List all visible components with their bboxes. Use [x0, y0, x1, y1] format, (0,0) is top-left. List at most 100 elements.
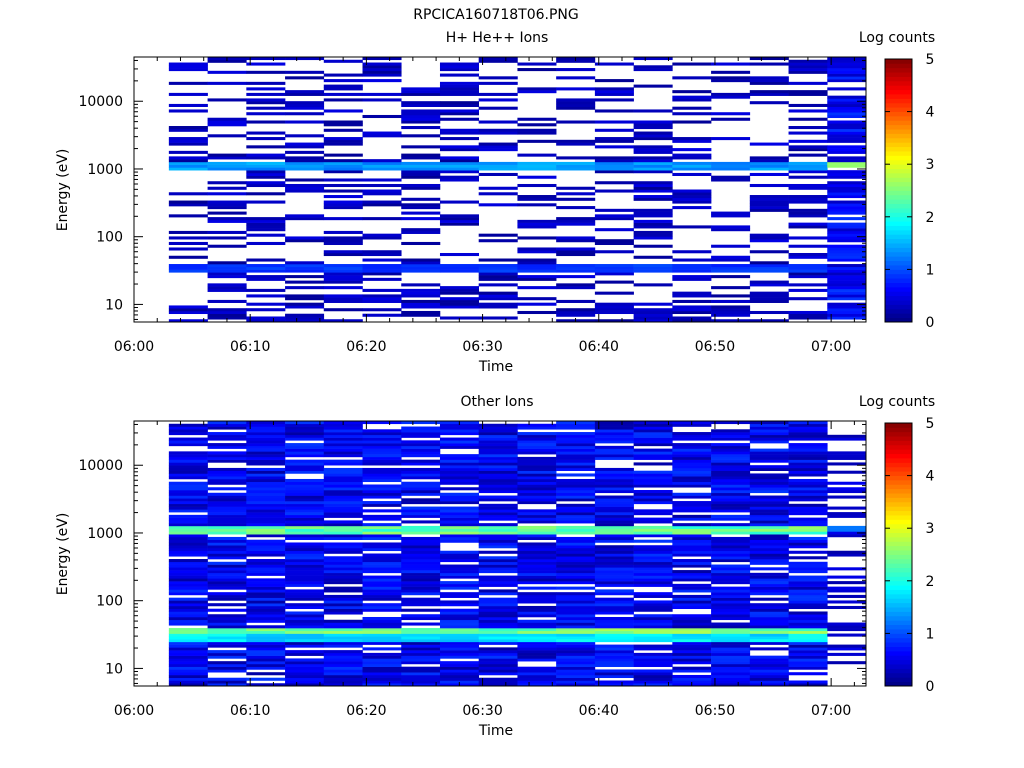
y-tick-label: 1000 — [87, 162, 123, 178]
heatmap-cell — [478, 192, 518, 196]
heatmap-cell — [788, 170, 828, 174]
heatmap-cell — [788, 139, 828, 143]
heatmap-cell — [594, 498, 634, 502]
heatmap-cell — [439, 633, 479, 637]
heatmap-cell — [439, 178, 479, 182]
heatmap-cell — [362, 545, 402, 549]
heatmap-cell — [246, 542, 286, 546]
heatmap-cell — [362, 434, 402, 438]
heatmap-cell — [749, 561, 789, 565]
heatmap-cell — [168, 603, 208, 607]
heatmap-cell — [168, 528, 208, 532]
heatmap-cell — [749, 633, 789, 637]
heatmap-cell — [439, 470, 479, 474]
heatmap-cell — [246, 600, 286, 604]
heatmap-cell — [672, 484, 712, 488]
heatmap-cell — [556, 459, 596, 463]
heatmap-cell — [749, 534, 789, 538]
heatmap-cell — [556, 539, 596, 543]
heatmap-cell — [362, 200, 402, 204]
heatmap-cell — [285, 465, 325, 469]
heatmap-cell — [594, 448, 634, 452]
heatmap-cell — [478, 302, 518, 306]
heatmap-cell — [788, 288, 828, 292]
heatmap-cell — [827, 286, 867, 290]
heatmap-cell — [594, 503, 634, 507]
heatmap-cell — [362, 167, 402, 171]
heatmap-cell — [749, 523, 789, 527]
heatmap-cell — [246, 547, 286, 552]
heatmap-cell — [207, 592, 247, 596]
heatmap-cell — [749, 269, 789, 273]
heatmap-cell — [207, 161, 247, 165]
heatmap-cell — [168, 564, 208, 568]
heatmap-cell — [246, 650, 286, 654]
heatmap-cell — [439, 495, 479, 499]
heatmap-cell — [517, 117, 557, 121]
heatmap-cell — [246, 605, 286, 610]
heatmap-cell — [711, 481, 751, 485]
heatmap-cell — [439, 570, 479, 574]
heatmap-cell — [633, 639, 673, 643]
heatmap-cell — [168, 677, 208, 681]
heatmap-cell — [556, 672, 596, 676]
heatmap-cell — [672, 275, 712, 279]
heatmap-cell — [285, 567, 325, 571]
heatmap-cell — [517, 128, 557, 132]
heatmap-cell — [556, 622, 596, 626]
heatmap-cell — [168, 630, 208, 634]
heatmap-cell — [517, 473, 557, 477]
heatmap-cell — [788, 126, 828, 130]
heatmap-cell — [401, 90, 441, 94]
colorbar-segment — [885, 484, 912, 490]
heatmap-cell — [594, 445, 634, 449]
heatmap-cell — [633, 517, 673, 521]
heatmap-cell — [207, 456, 247, 460]
heatmap-cell — [439, 305, 479, 309]
heatmap-cell — [439, 630, 479, 634]
heatmap-cell — [207, 269, 247, 273]
heatmap-cell — [672, 448, 712, 452]
colorbar-segment — [885, 528, 912, 533]
heatmap-cell — [246, 319, 286, 323]
heatmap-cell — [478, 559, 518, 563]
heatmap-cell — [401, 92, 441, 96]
heatmap-cell — [749, 164, 789, 168]
heatmap-cell — [207, 520, 247, 524]
colorbar-segment — [885, 488, 912, 494]
heatmap-cell — [517, 669, 557, 673]
heatmap-cell — [323, 542, 363, 546]
colorbar-segment — [885, 291, 912, 297]
heatmap-cell — [207, 308, 247, 312]
heatmap-cell — [285, 426, 325, 430]
heatmap-cell — [788, 520, 828, 524]
heatmap-cell — [207, 644, 247, 648]
heatmap-cell — [439, 219, 479, 223]
heatmap-cell — [285, 550, 325, 554]
heatmap-cell — [285, 611, 325, 615]
heatmap-cell — [323, 445, 363, 449]
heatmap-cell — [439, 583, 479, 587]
heatmap-cells — [168, 421, 867, 687]
heatmap-cell — [517, 531, 557, 535]
heatmap-cell — [827, 183, 867, 188]
heatmap-cell — [323, 663, 363, 667]
heatmap-cell — [246, 528, 286, 532]
heatmap-cell — [711, 570, 751, 574]
heatmap-cell — [517, 578, 557, 582]
heatmap-cell — [207, 272, 247, 276]
heatmap-cell — [362, 70, 402, 74]
heatmap-cell — [168, 622, 208, 626]
heatmap-cell — [556, 478, 596, 483]
heatmap-cell — [749, 575, 789, 579]
heatmap-cell — [517, 614, 557, 618]
heatmap-cell — [246, 473, 286, 477]
heatmap-cell — [517, 611, 557, 615]
heatmap-cell — [633, 68, 673, 72]
heatmap-cell — [827, 531, 867, 535]
heatmap-cell — [168, 523, 208, 527]
heatmap-cell — [246, 514, 286, 518]
heatmap-cell — [478, 633, 518, 637]
heatmap-cell — [207, 575, 247, 579]
